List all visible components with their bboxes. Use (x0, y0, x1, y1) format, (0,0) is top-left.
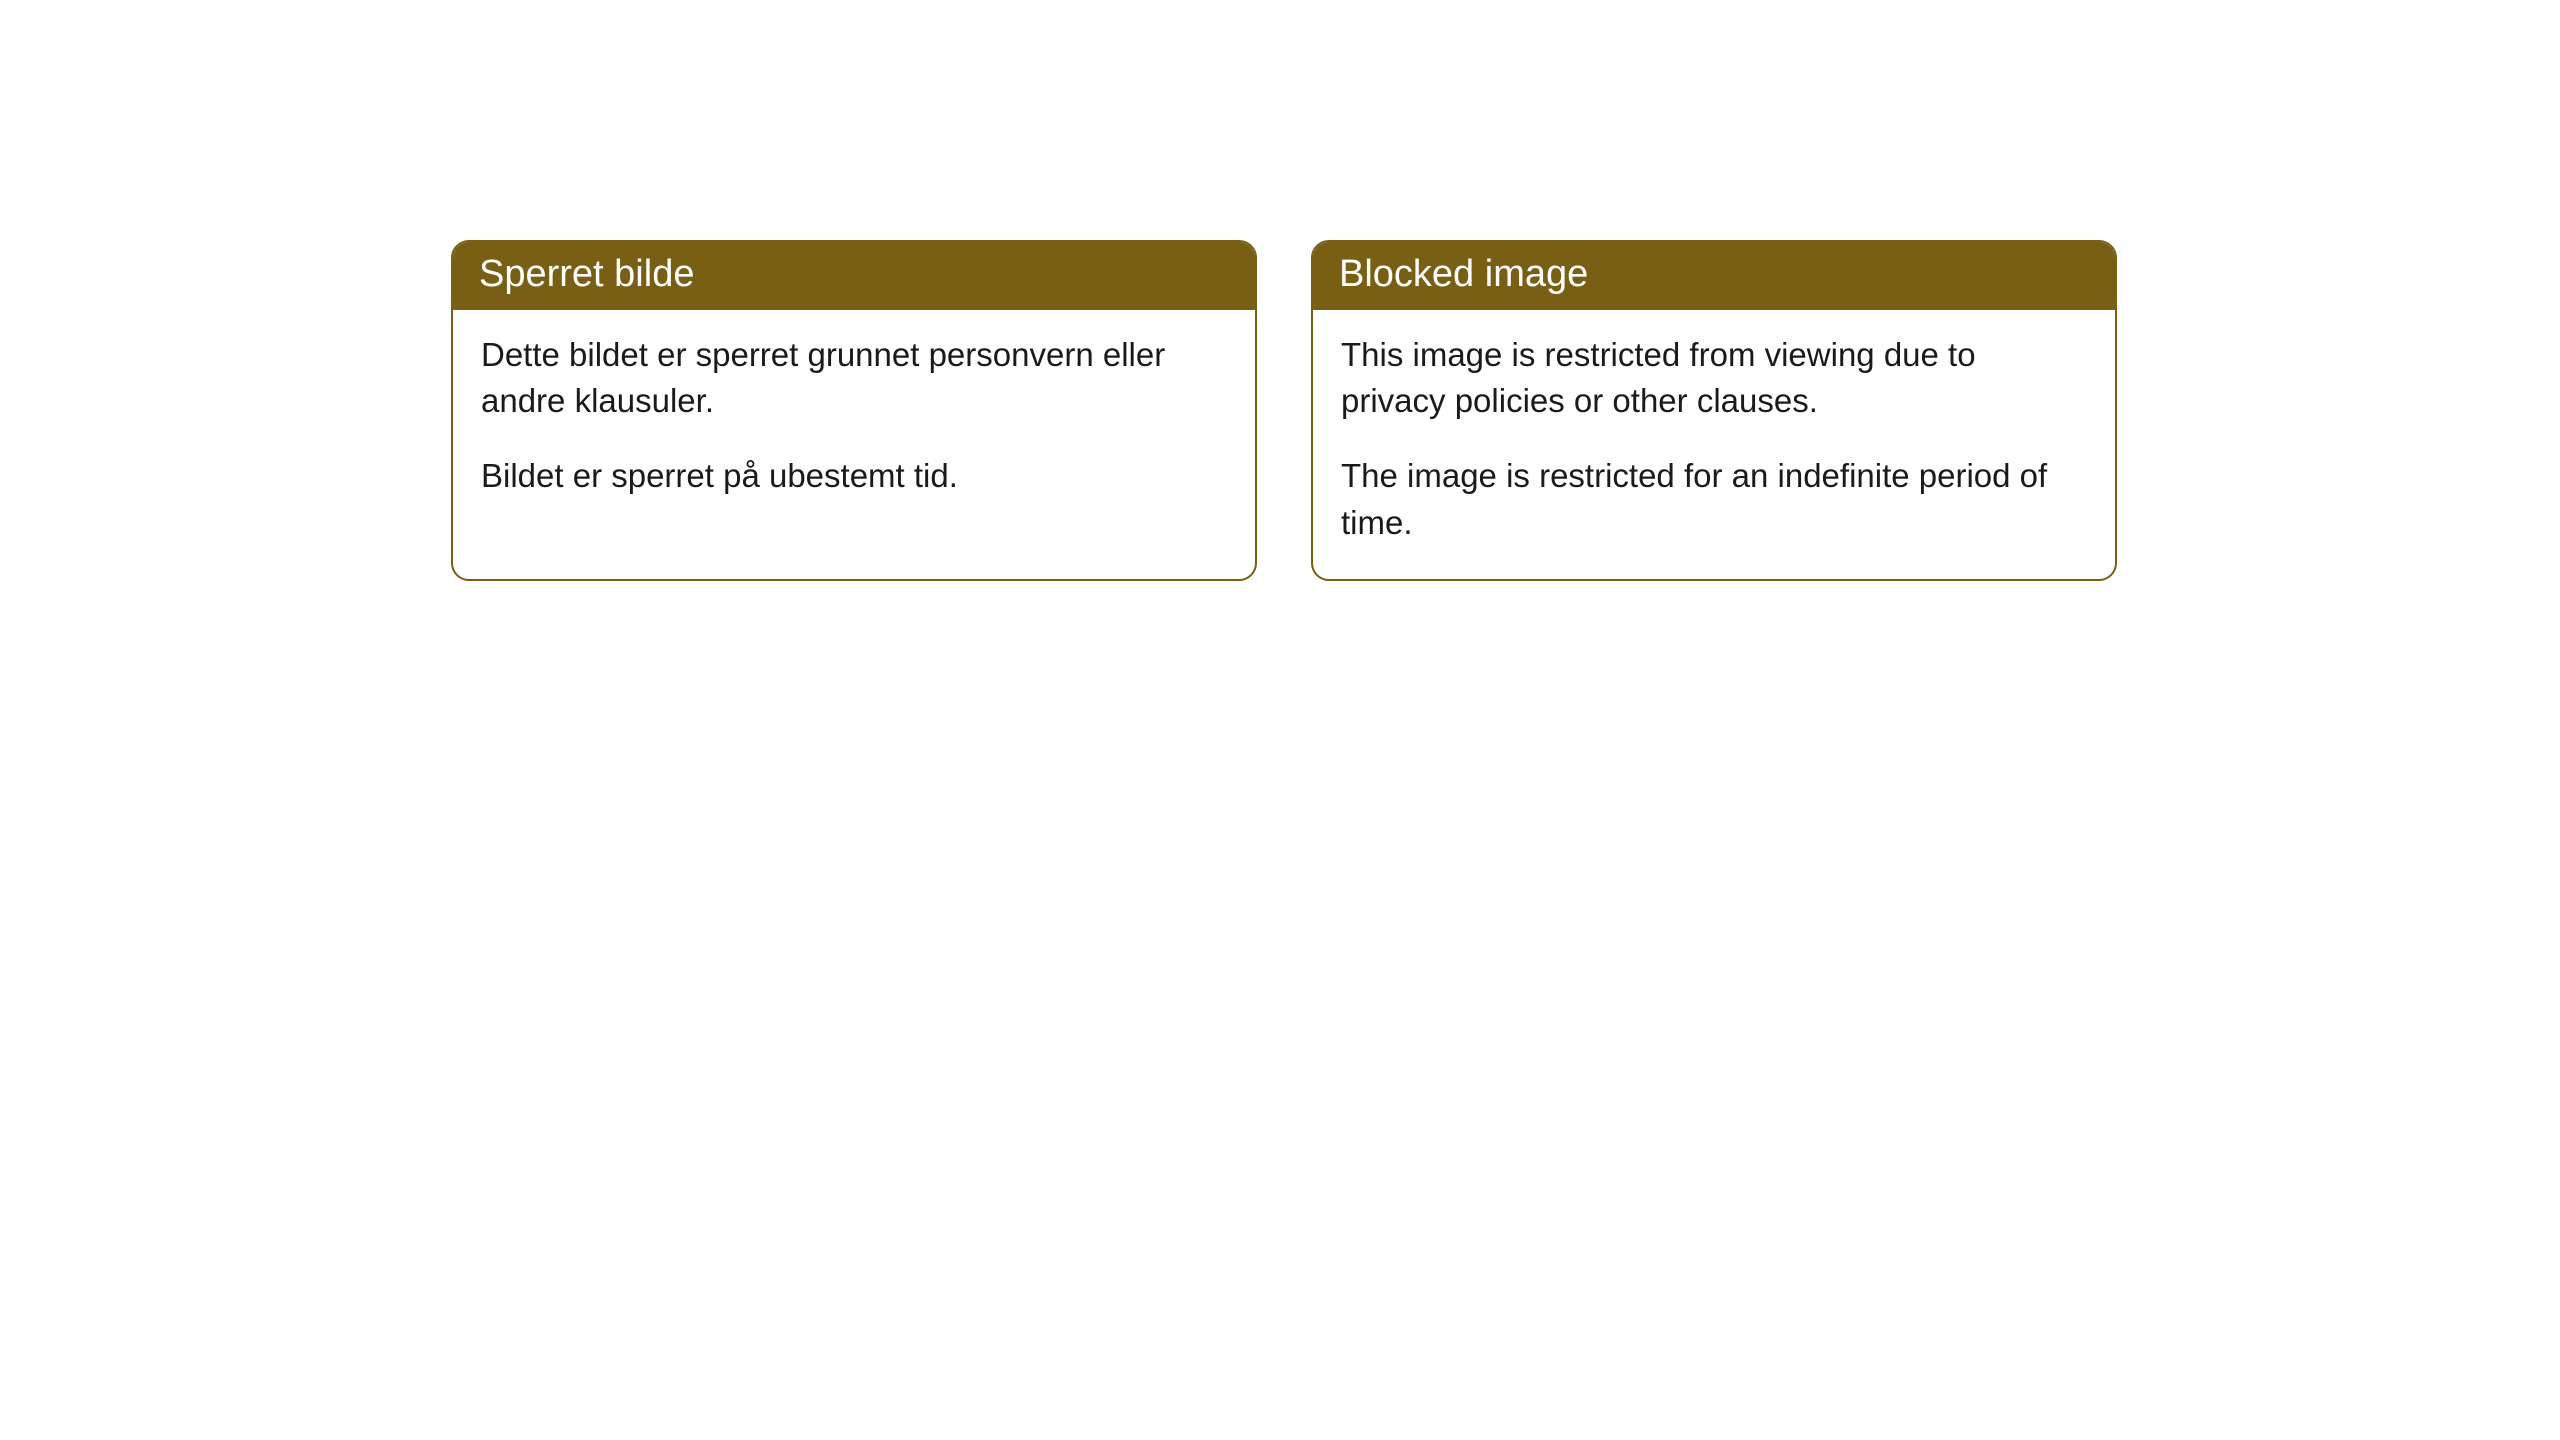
notice-paragraph: Dette bildet er sperret grunnet personve… (481, 332, 1227, 426)
notice-paragraph: The image is restricted for an indefinit… (1341, 453, 2087, 547)
notice-container: Sperret bilde Dette bildet er sperret gr… (0, 0, 2560, 581)
notice-body: This image is restricted from viewing du… (1313, 310, 2115, 579)
notice-paragraph: This image is restricted from viewing du… (1341, 332, 2087, 426)
notice-body: Dette bildet er sperret grunnet personve… (453, 310, 1255, 533)
notice-title: Sperret bilde (453, 242, 1255, 310)
notice-card-norwegian: Sperret bilde Dette bildet er sperret gr… (451, 240, 1257, 581)
notice-title: Blocked image (1313, 242, 2115, 310)
notice-card-english: Blocked image This image is restricted f… (1311, 240, 2117, 581)
notice-paragraph: Bildet er sperret på ubestemt tid. (481, 453, 1227, 500)
